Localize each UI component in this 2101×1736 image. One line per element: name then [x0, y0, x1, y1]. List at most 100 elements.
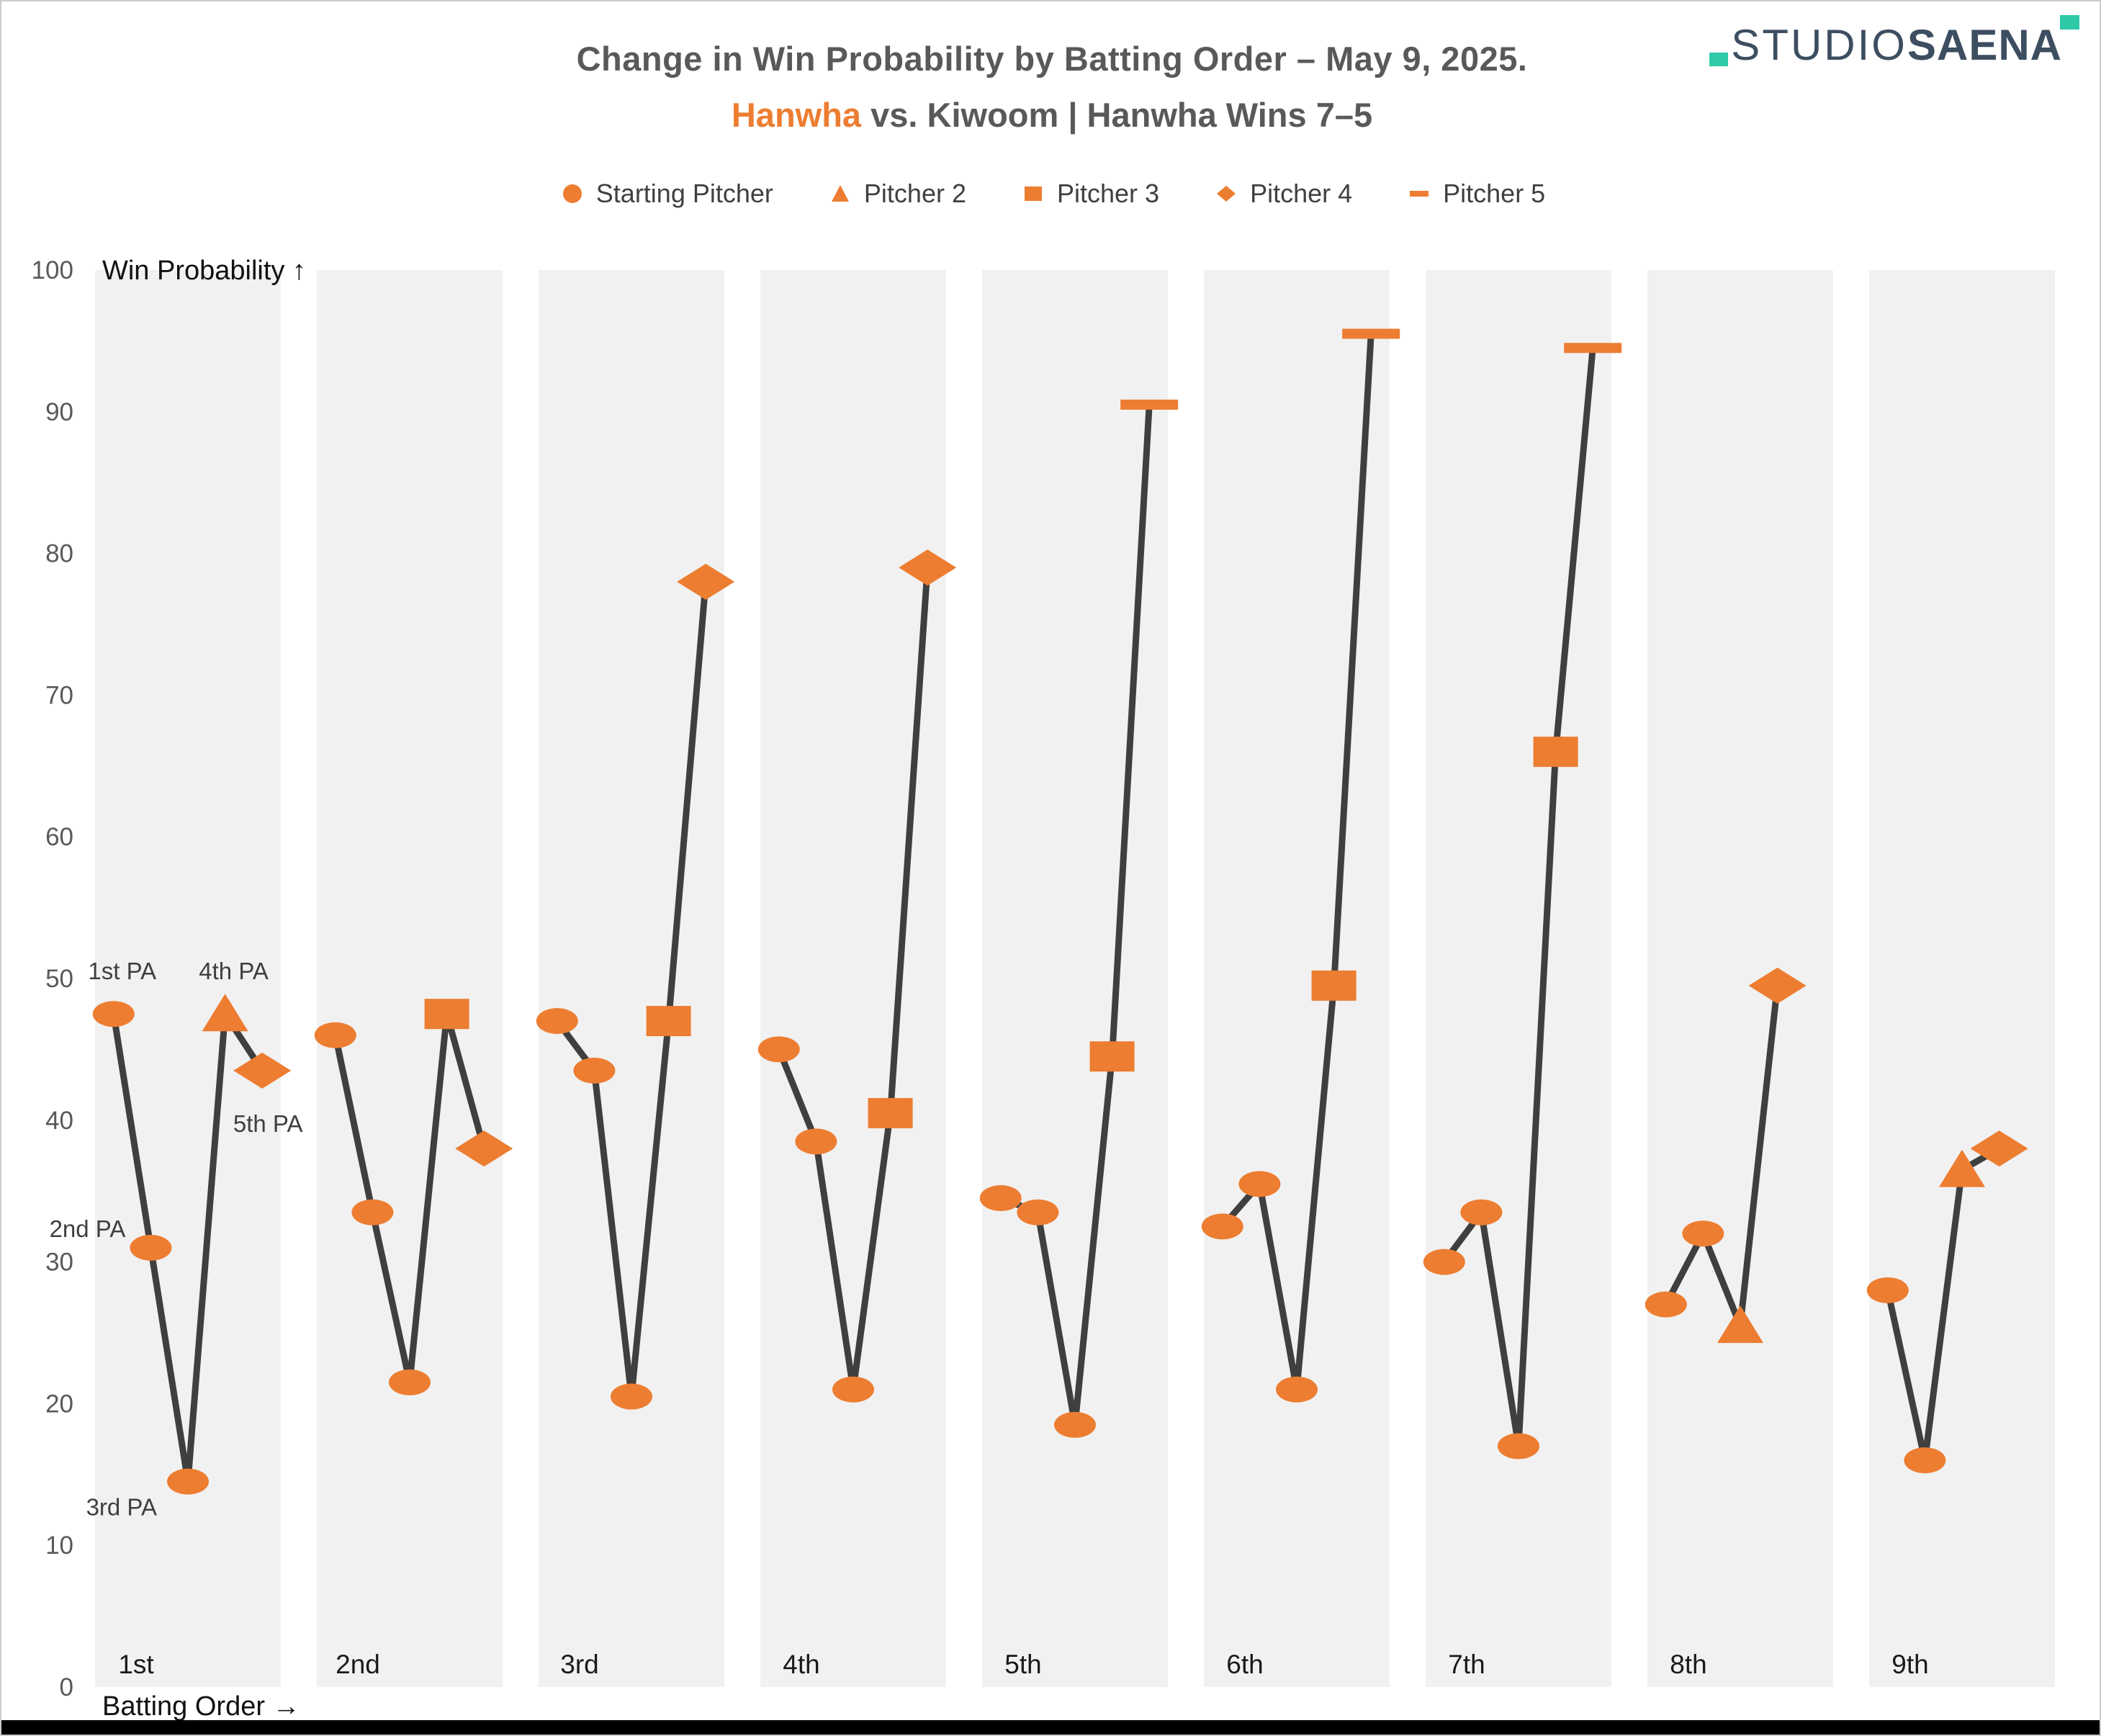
panel-band — [760, 270, 946, 1687]
legend-item-starting-pitcher: Starting Pitcher — [559, 179, 773, 209]
pa-marker-circle — [757, 1036, 800, 1063]
pa-marker-circle — [611, 1383, 652, 1410]
category-label: 7th — [1448, 1650, 1485, 1679]
triangle-glyph — [831, 185, 849, 202]
subtitle-team-name: Hanwha — [731, 96, 862, 134]
pa-marker-circle — [979, 1185, 1022, 1212]
pa-marker-diamond — [899, 549, 957, 586]
circle-legend-icon — [562, 184, 582, 203]
panel-band — [317, 270, 503, 1687]
logo-studio-text: STUDIO — [1709, 21, 1907, 69]
pa-label: 2nd PA — [50, 1215, 126, 1242]
pa-marker-circle — [1498, 1433, 1539, 1460]
pa-label: 3rd PA — [86, 1494, 157, 1521]
pa-marker-square — [1311, 970, 1357, 1001]
subtitle-rest: vs. Kiwoom | Hanwha Wins 7–5 — [861, 96, 1373, 134]
pa-connector-line — [1663, 982, 1781, 1329]
category-label: 2nd — [336, 1650, 380, 1679]
y-axis-tick-labels: 0 10 20 30 40 50 60 70 80 90 100 — [32, 256, 73, 1701]
y-tick-label: 70 — [45, 681, 73, 709]
bottom-black-bar — [1, 1720, 2100, 1735]
chart-subtitle: Hanwha vs. Kiwoom | Hanwha Wins 7–5 — [1, 95, 2100, 135]
panel-bands — [95, 270, 2055, 1687]
pa-label: 1st PA — [88, 958, 156, 984]
dash-legend-icon — [1410, 191, 1429, 197]
square-legend-icon — [1024, 186, 1042, 201]
category-label: 4th — [783, 1650, 819, 1679]
panel-band — [982, 270, 1168, 1687]
pa-marker-circle — [795, 1128, 837, 1155]
y-axis-title: Win Probability ↑ — [102, 256, 306, 286]
logo-saena-text: SAENA — [1907, 15, 2079, 69]
pa-marker-square — [1089, 1041, 1135, 1072]
pa-label: 4th PA — [199, 958, 269, 984]
pa-annotations: 1st PA 2nd PA 3rd PA 4th PA 5th PA — [50, 958, 303, 1520]
pa-marker-diamond — [455, 1130, 513, 1167]
category-label: 5th — [1004, 1650, 1041, 1679]
chart-legend: Starting Pitcher Pitcher 2 Pitcher 3 Pitche… — [1, 179, 2100, 209]
legend-label: Pitcher 5 — [1443, 179, 1546, 208]
legend-label: Pitcher 2 — [863, 179, 966, 208]
y-tick-label: 60 — [45, 823, 73, 851]
pa-marker-circle — [1054, 1411, 1096, 1438]
y-tick-label: 10 — [45, 1532, 73, 1560]
studio-saena-logo: STUDIOSAENA — [1709, 15, 2079, 70]
y-tick-label: 80 — [45, 540, 73, 568]
panel-band — [1869, 270, 2055, 1687]
pa-marker-diamond — [233, 1052, 292, 1089]
y-tick-label: 50 — [45, 965, 73, 993]
pa-marker-circle — [1682, 1220, 1724, 1247]
pa-marker-circle — [1460, 1199, 1503, 1225]
pa-marker-circle — [1276, 1376, 1318, 1403]
chart-title: Change in Win Probability by Batting Ord… — [576, 40, 1528, 78]
diamond-glyph — [1217, 186, 1236, 202]
pa-marker-diamond — [1748, 967, 1807, 1004]
y-tick-label: 20 — [45, 1390, 73, 1418]
category-label: 1st — [118, 1650, 154, 1679]
legend-item-pitcher-5: Pitcher 5 — [1405, 179, 1545, 209]
logo-teal-square-left — [1709, 53, 1729, 66]
pa-marker-square — [646, 1006, 691, 1037]
pa-marker-circle — [1904, 1447, 1946, 1474]
category-label: 3rd — [560, 1650, 598, 1679]
x-axis-title: Batting Order → — [102, 1691, 300, 1722]
y-tick-label: 30 — [45, 1249, 73, 1277]
legend-label: Pitcher 4 — [1250, 179, 1353, 208]
pa-marker-dash — [1120, 399, 1179, 410]
legend-item-pitcher-2: Pitcher 2 — [827, 179, 966, 209]
y-tick-label: 0 — [60, 1673, 73, 1701]
panel-band — [1647, 270, 1833, 1687]
pa-marker-square — [868, 1097, 913, 1128]
pa-connector-line — [1884, 1145, 2003, 1464]
pa-marker-circle — [573, 1057, 616, 1084]
category-label: 9th — [1891, 1650, 1928, 1679]
pa-marker-dash — [1564, 343, 1622, 354]
pa-marker-square — [424, 999, 469, 1030]
pa-marker-circle — [351, 1199, 394, 1225]
pa-marker-circle — [1238, 1171, 1281, 1197]
legend-label: Starting Pitcher — [595, 179, 773, 208]
pa-marker-circle — [130, 1234, 172, 1261]
series-lines-and-markers — [92, 328, 2028, 1495]
y-tick-label: 90 — [45, 398, 73, 426]
pa-marker-circle — [1866, 1277, 1909, 1303]
pa-marker-circle — [1645, 1291, 1687, 1318]
diamond-legend-icon — [1217, 186, 1236, 202]
y-tick-label: 100 — [32, 256, 73, 284]
pa-marker-circle — [1201, 1213, 1243, 1240]
pa-marker-circle — [167, 1468, 209, 1495]
pa-marker-triangle — [1717, 1305, 1763, 1344]
pa-marker-circle — [832, 1376, 874, 1403]
x-axis-category-labels: 1st 2nd 3rd 4th 5th 6th 7th 8th 9th — [118, 1650, 1928, 1679]
category-label: 6th — [1226, 1650, 1263, 1679]
pa-marker-circle — [1423, 1249, 1465, 1275]
pa-marker-diamond — [1970, 1130, 2028, 1167]
logo-teal-square-right — [2060, 15, 2079, 30]
panel-band — [539, 270, 724, 1687]
pa-marker-triangle — [202, 994, 248, 1032]
triangle-legend-icon — [831, 185, 849, 202]
legend-item-pitcher-4: Pitcher 4 — [1213, 179, 1352, 209]
square-glyph — [1024, 186, 1042, 201]
